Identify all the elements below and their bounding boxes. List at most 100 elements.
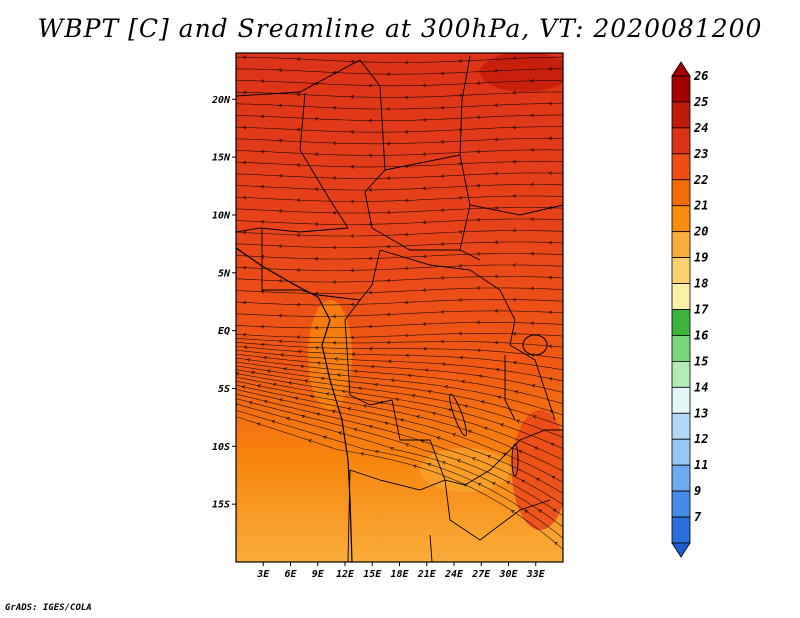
- streamline: [236, 322, 563, 329]
- streamline-arrow: [412, 464, 417, 469]
- streamline-arrow: [242, 265, 247, 270]
- colorbar-swatch: [671, 412, 691, 440]
- streamline-arrow: [538, 509, 543, 513]
- streamline-arrow: [278, 68, 283, 72]
- streamline-arrow: [360, 452, 365, 456]
- streamline-arrow: [320, 376, 325, 381]
- streamline-arrow: [568, 543, 571, 546]
- streamline-arrow: [386, 107, 391, 111]
- streamline-arrow: [531, 384, 536, 388]
- streamline-arrow: [436, 436, 441, 440]
- streamline-arrow: [548, 240, 553, 245]
- longitude-axis: 3E 6E 9E 12E 15E 18E 21E 24E 27E 30E 33E: [256, 562, 546, 580]
- streamline-arrow: [484, 426, 488, 431]
- streamline-arrow: [476, 115, 481, 120]
- lake-tanganyika: [449, 393, 467, 437]
- grads-credit: GrADS: IGES/COLA: [5, 603, 92, 613]
- streamline-arrow: [242, 125, 247, 130]
- streamline-arrow: [332, 280, 337, 284]
- colorbar-label: 26: [693, 69, 708, 83]
- streamline-arrow: [260, 255, 265, 259]
- colorbar-label: 14: [694, 380, 708, 394]
- streamline-arrow: [404, 130, 409, 134]
- streamline-arrow: [458, 161, 463, 166]
- streamline-arrow: [242, 300, 247, 305]
- streamline-arrow: [440, 174, 445, 178]
- streamline-arrow: [448, 408, 452, 412]
- streamline-arrow: [487, 455, 492, 459]
- streamline-arrow: [390, 447, 394, 451]
- streamline-arrow: [225, 67, 228, 70]
- streamline: [236, 376, 563, 461]
- streamline-arrow: [432, 411, 436, 416]
- streamline-arrow: [296, 268, 301, 272]
- streamline-arrow: [390, 378, 395, 383]
- streamline-arrow: [260, 184, 265, 189]
- streamline-arrow: [374, 382, 378, 387]
- streamline-arrow: [567, 439, 570, 442]
- streamline-arrow: [331, 409, 336, 414]
- streamline-arrow: [304, 379, 309, 383]
- streamline-arrow: [242, 230, 247, 235]
- colorbar-swatch: [671, 335, 691, 362]
- streamline-arrow: [314, 345, 319, 350]
- streamline-arrow: [296, 198, 301, 202]
- lat-tick-label: 15N: [212, 153, 231, 164]
- streamline-arrow: [491, 482, 496, 486]
- streamline-arrow: [296, 57, 301, 61]
- colorbar-label: 25: [693, 95, 708, 109]
- lon-tick-label: 15E: [363, 569, 382, 580]
- streamline-arrow: [296, 92, 301, 97]
- streamline: [236, 338, 563, 348]
- map-panel: [220, 53, 571, 562]
- streamline-arrow: [350, 199, 355, 204]
- streamline-arrow: [225, 137, 228, 140]
- streamline-arrow: [530, 353, 535, 357]
- streamline-arrow: [404, 164, 409, 168]
- streamline: [236, 276, 563, 283]
- streamline-arrow: [422, 347, 427, 351]
- lon-tick-label: 3E: [256, 569, 270, 580]
- streamline-arrow: [263, 355, 267, 360]
- lat-tick-label: EQ: [218, 326, 230, 337]
- streamline-arrow: [567, 335, 570, 338]
- streamline-arrow: [386, 278, 391, 283]
- streamline-arrow: [550, 442, 555, 447]
- streamline: [236, 384, 563, 483]
- streamline-arrow: [476, 252, 481, 256]
- streamline: [236, 416, 563, 550]
- streamline-arrow: [458, 230, 463, 234]
- streamline-arrow: [512, 297, 517, 302]
- streamline-arrow: [416, 415, 420, 419]
- streamline-arrow: [411, 394, 415, 398]
- streamline-arrow: [478, 374, 483, 378]
- streamline-arrow: [440, 140, 445, 144]
- streamline-arrow: [422, 322, 427, 326]
- streamline-arrow: [494, 103, 499, 107]
- streamline-arrow: [567, 404, 570, 407]
- streamline-arrow: [567, 56, 570, 59]
- streamline-arrow: [510, 509, 515, 514]
- streamline-arrow: [530, 148, 534, 152]
- streamline-arrow: [476, 348, 481, 353]
- colorbar-swatch: [671, 386, 691, 414]
- streamline-arrow: [220, 373, 223, 376]
- streamline-arrow: [296, 128, 301, 132]
- lon-tick-label: 21E: [417, 569, 437, 580]
- streamline-arrow: [325, 392, 330, 396]
- streamline: [236, 241, 563, 248]
- streamline: [236, 380, 563, 472]
- streamline: [236, 68, 563, 75]
- streamline: [236, 361, 563, 416]
- streamline-arrow: [314, 222, 319, 226]
- streamline: [236, 80, 563, 87]
- streamline-arrow: [263, 399, 268, 404]
- streamline-arrow: [554, 541, 559, 546]
- streamline-arrow: [548, 344, 553, 349]
- streamline-arrow: [332, 211, 337, 215]
- streamline-arrow: [442, 461, 446, 465]
- streamline-arrow: [314, 326, 319, 330]
- streamline-arrow: [548, 377, 553, 381]
- streamline-arrow: [278, 209, 283, 213]
